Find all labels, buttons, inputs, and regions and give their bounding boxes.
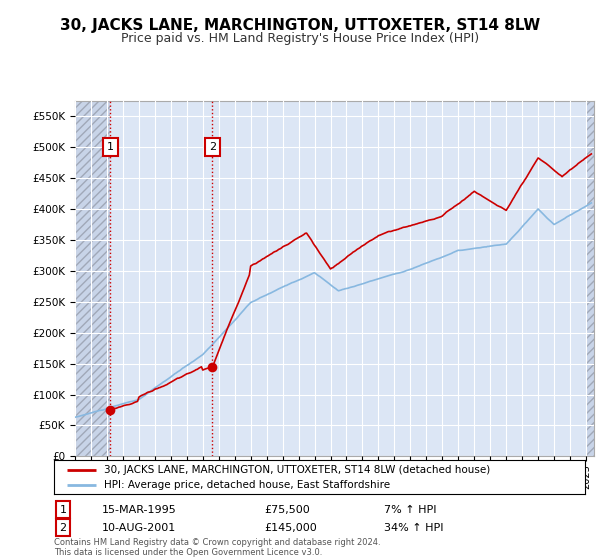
Text: 10-AUG-2001: 10-AUG-2001: [102, 522, 176, 533]
Text: £145,000: £145,000: [264, 522, 317, 533]
Text: 1: 1: [107, 142, 114, 152]
Text: 30, JACKS LANE, MARCHINGTON, UTTOXETER, ST14 8LW: 30, JACKS LANE, MARCHINGTON, UTTOXETER, …: [60, 18, 540, 33]
Bar: [586, 101, 594, 456]
Text: Price paid vs. HM Land Registry's House Price Index (HPI): Price paid vs. HM Land Registry's House …: [121, 32, 479, 45]
Text: 2: 2: [209, 142, 216, 152]
Text: 34% ↑ HPI: 34% ↑ HPI: [384, 522, 443, 533]
Bar: [75, 101, 110, 456]
Text: £75,500: £75,500: [264, 505, 310, 515]
Text: HPI: Average price, detached house, East Staffordshire: HPI: Average price, detached house, East…: [104, 480, 391, 490]
Text: 7% ↑ HPI: 7% ↑ HPI: [384, 505, 437, 515]
Text: 30, JACKS LANE, MARCHINGTON, UTTOXETER, ST14 8LW (detached house): 30, JACKS LANE, MARCHINGTON, UTTOXETER, …: [104, 465, 491, 474]
Text: 1: 1: [59, 505, 67, 515]
Text: Contains HM Land Registry data © Crown copyright and database right 2024.
This d: Contains HM Land Registry data © Crown c…: [54, 538, 380, 557]
Text: 15-MAR-1995: 15-MAR-1995: [102, 505, 177, 515]
Text: 2: 2: [59, 522, 67, 533]
